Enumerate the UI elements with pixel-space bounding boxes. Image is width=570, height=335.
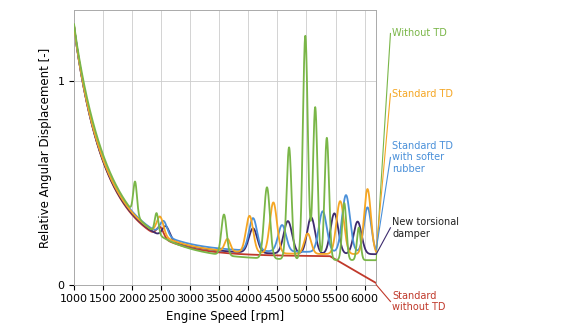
- Text: Without TD: Without TD: [392, 28, 447, 39]
- Text: New torsional
damper: New torsional damper: [392, 217, 459, 239]
- Text: Standard TD: Standard TD: [392, 89, 453, 99]
- Text: Standard TD
with softer
rubber: Standard TD with softer rubber: [392, 141, 453, 174]
- Text: Standard
without TD: Standard without TD: [392, 291, 446, 312]
- Y-axis label: Relative Angular Displacement [-]: Relative Angular Displacement [-]: [39, 47, 52, 248]
- X-axis label: Engine Speed [rpm]: Engine Speed [rpm]: [166, 310, 284, 323]
